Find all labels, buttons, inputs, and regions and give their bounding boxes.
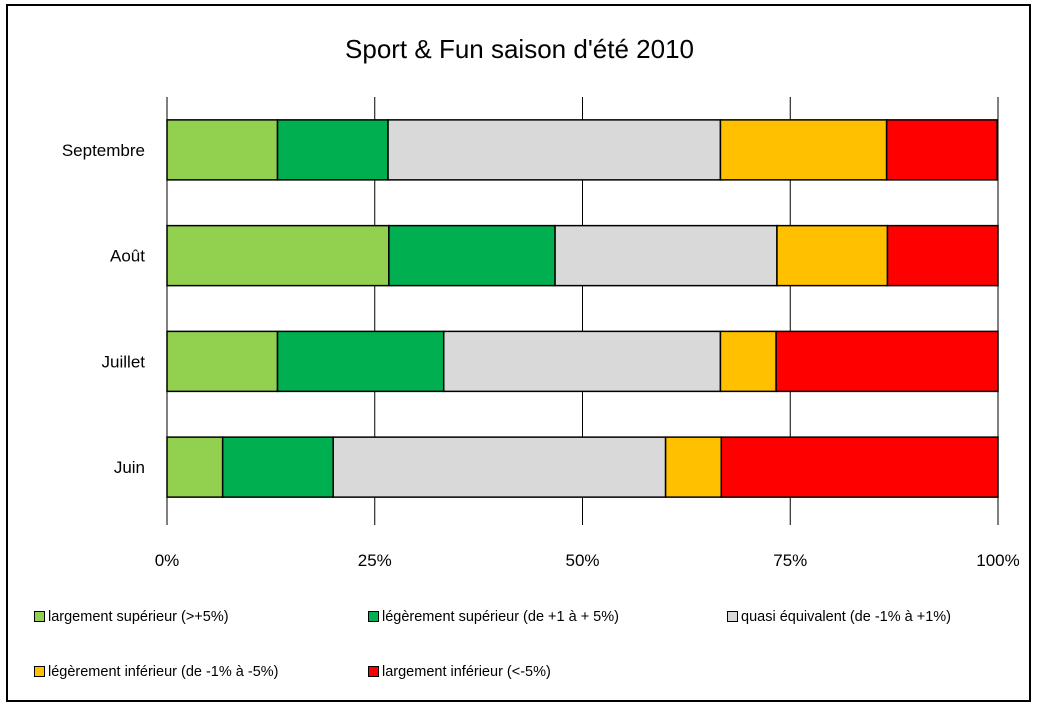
bar-segment [664,436,723,498]
legend-label-2: légèrement supérieur (de +1 à + 5%) [382,609,619,625]
bar-segment [387,119,722,181]
bar-segment [720,436,999,498]
legend-item-3: quasi équivalent (de -1% à +1%) [727,609,951,625]
legend-label-4: légèrement inférieur (de -1% à -5%) [48,664,279,680]
category-label: Août [110,247,145,266]
legend-swatch-3 [727,610,738,622]
bar-segment [719,119,888,181]
bar-segment [166,330,279,393]
category-label: Juin [114,458,145,477]
bar-segment [886,224,999,287]
x-tick-label: 100% [976,551,1019,570]
bar-segment [166,436,224,498]
legend-swatch-1 [34,610,45,622]
x-tick-label: 75% [773,551,807,570]
bar-segment [388,224,556,287]
chart-title: Sport & Fun saison d'été 2010 [345,34,694,64]
bar-segment [276,330,445,393]
bar-segment [442,330,722,393]
legend-swatch-4 [34,665,45,677]
legend-item-1: largement supérieur (>+5%) [34,609,229,625]
legend-item-4: légèrement inférieur (de -1% à -5%) [34,664,279,680]
legend-label-3: quasi équivalent (de -1% à +1%) [741,609,951,625]
category-label: Juillet [102,352,146,371]
legend-swatch-2 [368,610,379,622]
bar-segment [885,119,998,181]
legend-label-5: largement inférieur (<-5%) [382,664,551,680]
legend-label-1: largement supérieur (>+5%) [48,609,229,625]
bar-segment [554,224,778,287]
legend-swatch-5 [368,665,379,677]
bar-segment [719,330,777,393]
bar-segment [221,436,334,498]
bar-segment [775,330,999,393]
category-label: Septembre [62,141,145,160]
bar-segment [166,119,279,181]
bar-segment [166,224,390,287]
x-tick-label: 50% [565,551,599,570]
bar-segment [276,119,389,181]
x-tick-label: 25% [358,551,392,570]
bar-segment [332,436,667,498]
legend-item-5: largement inférieur (<-5%) [368,664,551,680]
bar-segment [776,224,889,287]
x-tick-label: 0% [155,551,180,570]
legend-item-2: légèrement supérieur (de +1 à + 5%) [368,609,619,625]
